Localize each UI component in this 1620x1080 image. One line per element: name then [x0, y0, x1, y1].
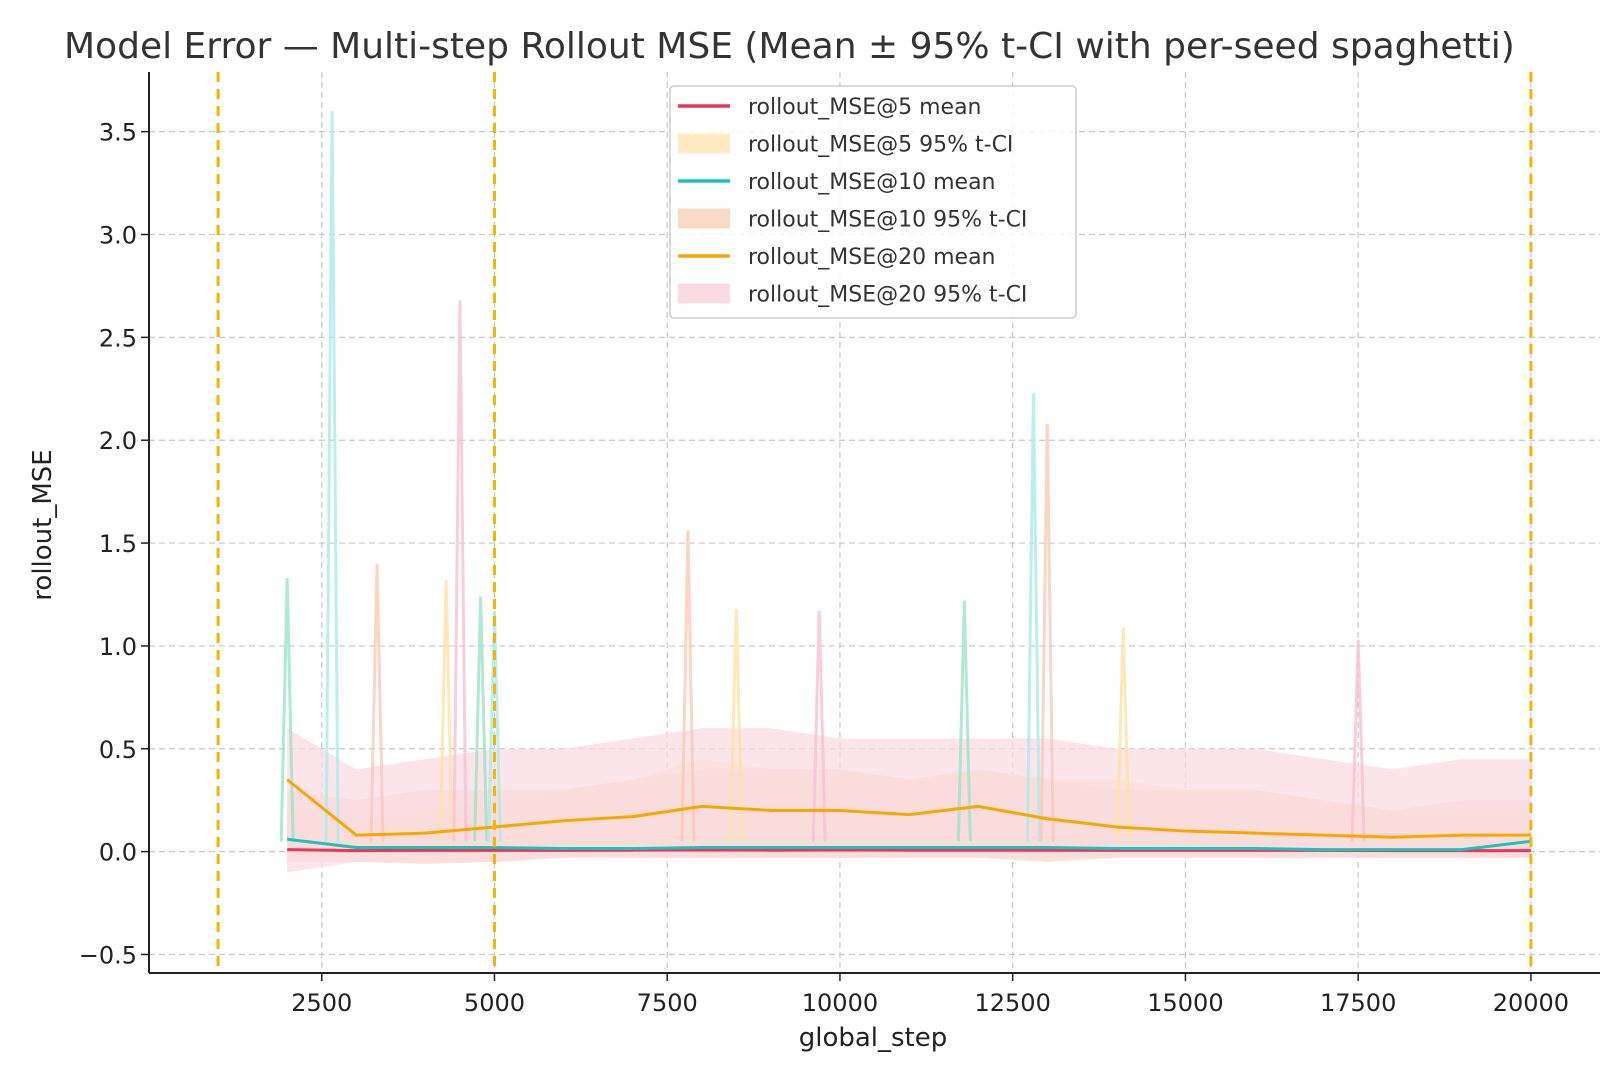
legend-entry-label: rollout_MSE@10 mean: [748, 170, 996, 195]
seed-spike: [728, 608, 744, 842]
y-axis-label: rollout_MSE: [28, 449, 58, 600]
y-tick-label: −0.5: [79, 941, 137, 969]
y-tick-label: 1.5: [99, 530, 137, 558]
y-tick-label: 0.5: [99, 736, 137, 764]
x-tick-label: 15000: [1147, 989, 1223, 1017]
legend-band-swatch: [678, 133, 730, 154]
seed-spike: [680, 530, 696, 842]
y-ticks: −0.5 0.0 0.5 1.0 1.5 2.0 2.5 3.0 3.5: [79, 119, 149, 969]
seed-spike: [438, 580, 454, 842]
seed-spike: [324, 111, 340, 842]
ci-band: [287, 728, 1531, 873]
y-tick-label: 2.0: [99, 427, 137, 455]
seed-spike: [452, 300, 468, 842]
seed-spike: [1115, 627, 1131, 842]
legend-band-swatch: [678, 208, 730, 229]
seed-spike: [956, 600, 972, 842]
legend-band-swatch: [678, 283, 730, 304]
legend: rollout_MSE@5 mean rollout_MSE@5 95% t-CI…: [669, 85, 1077, 319]
legend-entry-label: rollout_MSE@20 mean: [748, 245, 996, 270]
seed-spike: [1350, 639, 1366, 842]
y-tick-label: 0.0: [99, 839, 137, 867]
seed-spike: [811, 610, 827, 842]
spaghetti-lines: [279, 111, 1366, 842]
seed-spike: [1025, 392, 1041, 842]
x-tick-label: 2500: [291, 989, 352, 1017]
x-tick-label: 5000: [464, 989, 525, 1017]
legend-entry-label: rollout_MSE@5 mean: [748, 95, 982, 120]
legend-entry-label: rollout_MSE@10 95% t-CI: [748, 208, 1027, 233]
seed-spike: [473, 596, 489, 842]
y-tick-label: 1.0: [99, 633, 137, 661]
phase-lines: [216, 72, 1533, 973]
seed-spike: [1039, 423, 1055, 842]
seed-spike: [279, 578, 295, 842]
legend-entry-label: rollout_MSE@20 95% t-CI: [748, 283, 1027, 308]
x-tick-label: 17500: [1320, 989, 1396, 1017]
x-axis-label: global_step: [799, 1023, 948, 1053]
mean-line: [287, 837, 1532, 852]
chart-title: Model Error — Multi-step Rollout MSE (Me…: [64, 26, 1515, 67]
x-tick-label: 20000: [1493, 989, 1569, 1017]
x-tick-label: 12500: [975, 989, 1051, 1017]
x-ticks: 2500 5000 7500 10000 12500 15000 17500 20000: [291, 973, 1569, 1017]
y-tick-label: 2.5: [99, 324, 137, 352]
seed-spike: [486, 610, 502, 842]
legend-frame: [669, 85, 1077, 319]
y-tick-label: 3.5: [99, 119, 137, 147]
seed-spike: [369, 563, 385, 842]
x-tick-label: 7500: [637, 989, 698, 1017]
x-tick-label: 10000: [802, 989, 878, 1017]
y-tick-label: 3.0: [99, 222, 137, 250]
legend-entry-label: rollout_MSE@5 95% t-CI: [748, 133, 1013, 158]
